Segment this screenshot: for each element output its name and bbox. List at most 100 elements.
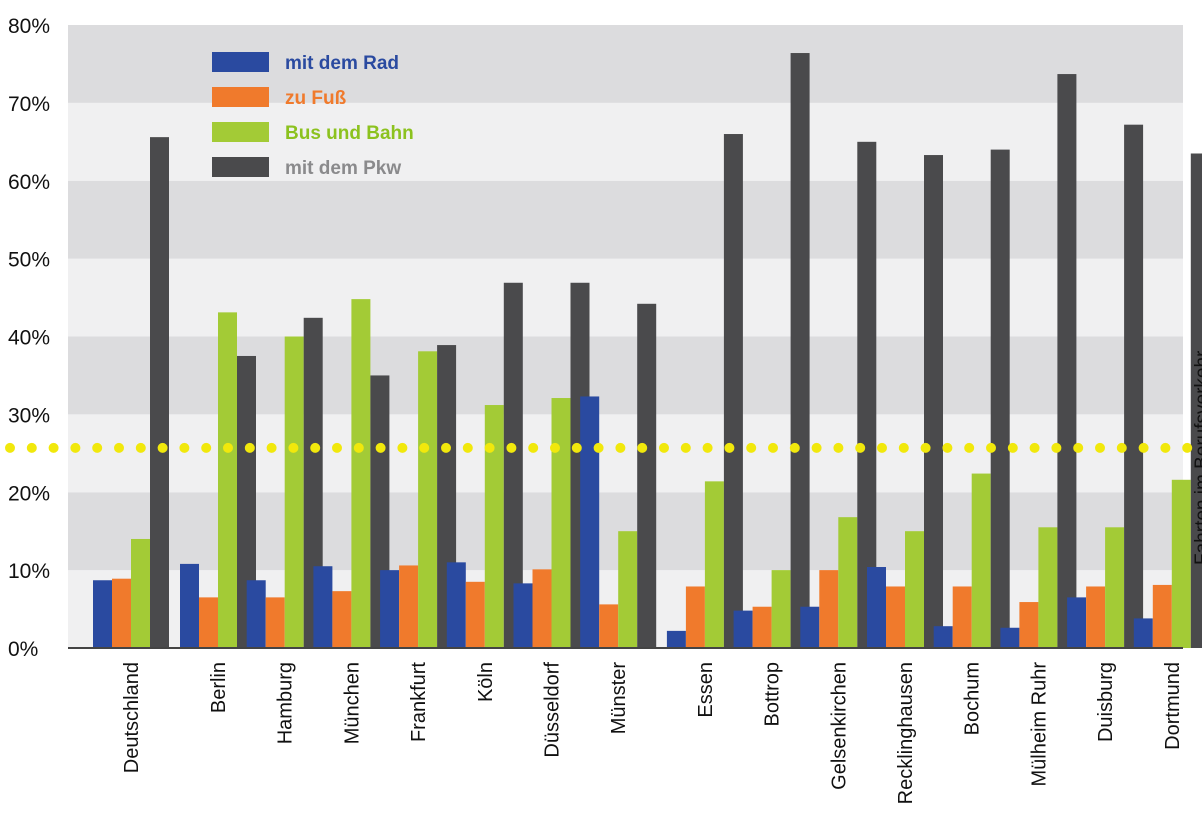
reference-dot [768,442,778,453]
y-tick-label: 20% [8,482,50,505]
bar-bus-und-bahn-3 [351,299,371,648]
side-axis-label: Fahrten im Berufsverkehr [1192,350,1202,565]
reference-dot [789,442,800,453]
bar-mit-dem-pkw-10 [857,141,877,648]
x-tick-label: Frankfurt [408,662,430,742]
bar-mit-dem-rad-1 [180,563,199,648]
bar-mit-dem-pkw-11 [924,155,943,648]
bar-zu-fuß-2 [265,597,285,648]
bar-bus-und-bahn-5 [484,405,504,648]
reference-dot [310,442,321,453]
reference-dot [48,442,59,453]
reference-dot [157,442,168,453]
reference-dot [70,442,81,453]
y-tick-label: 40% [8,327,50,350]
bar-zu-fuß-5 [465,581,485,648]
bar-mit-dem-rad-15 [1133,618,1153,648]
y-tick-label: 0% [8,638,38,661]
bar-bus-und-bahn-1 [218,312,237,648]
reference-dot [1182,442,1193,453]
bar-marks [93,53,1202,649]
reference-dot [877,442,887,453]
legend-swatch [212,122,269,142]
bar-mit-dem-pkw-14 [1124,124,1144,649]
bar-mit-dem-pkw-0 [150,137,169,648]
bar-zu-fuß-12 [952,586,972,648]
x-tick-label: Köln [475,662,497,702]
bar-bus-und-bahn-4 [418,351,438,648]
bar-bus-und-bahn-9 [771,570,791,648]
legend-entry-label: mit dem Rad [285,53,399,74]
bar-zu-fuß-4 [399,565,419,648]
reference-dot [746,442,757,453]
reference-dot [811,442,822,453]
reference-dot [462,442,473,453]
legend-entry-label: zu Fuß [285,88,347,109]
reference-dot [550,442,560,453]
reference-dot [5,442,15,453]
legend-swatch [212,52,269,72]
y-axis-tick-labels: 0% 10% 20% 30% 40% 50% 60% 70% 80% [8,15,50,661]
reference-dot [353,442,364,453]
bar-zu-fuß-3 [332,591,352,648]
bar-zu-fuß-11 [886,586,905,648]
legend-swatch [212,157,269,177]
reference-dot [397,442,408,453]
reference-dot [986,442,996,453]
x-tick-label: Gelsenkirchen [828,662,850,790]
reference-dot [571,442,582,453]
bar-zu-fuß-8 [685,586,705,648]
bar-mit-dem-pkw-7 [637,303,657,648]
reference-dot [942,442,953,453]
bar-zu-fuß-14 [1086,586,1106,648]
bar-mit-dem-rad-4 [380,570,400,648]
bar-mit-dem-rad-10 [800,606,820,648]
reference-dot [1160,442,1171,453]
reference-dot [1116,442,1127,453]
reference-dot [419,442,430,453]
reference-dot [615,442,626,453]
x-tick-label: Bottrop [762,662,784,726]
reference-dot [92,442,103,453]
reference-line [5,442,1193,453]
bar-zu-fuß-1 [199,597,218,648]
bar-mit-dem-rad-11 [867,567,886,648]
x-tick-label: Recklinghausen [895,662,917,804]
reference-dot [528,442,539,453]
bar-mit-dem-rad-0 [93,580,112,648]
reference-dot [724,442,735,453]
reference-dot [833,442,844,453]
bar-zu-fuß-7 [599,604,619,648]
bar-bus-und-bahn-13 [1038,527,1058,648]
bar-zu-fuß-15 [1152,584,1172,648]
bar-mit-dem-pkw-9 [790,53,810,649]
bar-bus-und-bahn-14 [1105,527,1125,648]
x-tick-label: Münster [608,662,630,735]
reference-dot [593,442,604,453]
bar-bus-und-bahn-12 [971,473,991,648]
bar-mit-dem-rad-14 [1067,597,1087,648]
reference-dot [114,442,124,453]
bar-bus-und-bahn-2 [284,336,304,648]
bar-zu-fuß-13 [1019,602,1039,648]
reference-dot [920,442,931,453]
bar-bus-und-bahn-11 [905,531,924,648]
bar-zu-fuß-6 [532,569,552,648]
x-tick-label: Duisburg [1095,662,1117,742]
reference-dot [680,442,691,453]
bar-mit-dem-rad-13 [1000,627,1020,648]
reference-dot [375,442,386,453]
band-5 [68,180,1183,259]
bar-mit-dem-rad-2 [246,580,266,648]
bar-bus-und-bahn-0 [131,538,150,648]
reference-dot [288,442,299,453]
reference-dot [637,442,648,453]
bar-bus-und-bahn-8 [704,481,724,648]
reference-dot [266,442,277,453]
reference-dot [26,442,37,453]
legend-swatch [212,87,269,107]
reference-dot [1095,442,1105,453]
reference-dot [855,442,866,453]
